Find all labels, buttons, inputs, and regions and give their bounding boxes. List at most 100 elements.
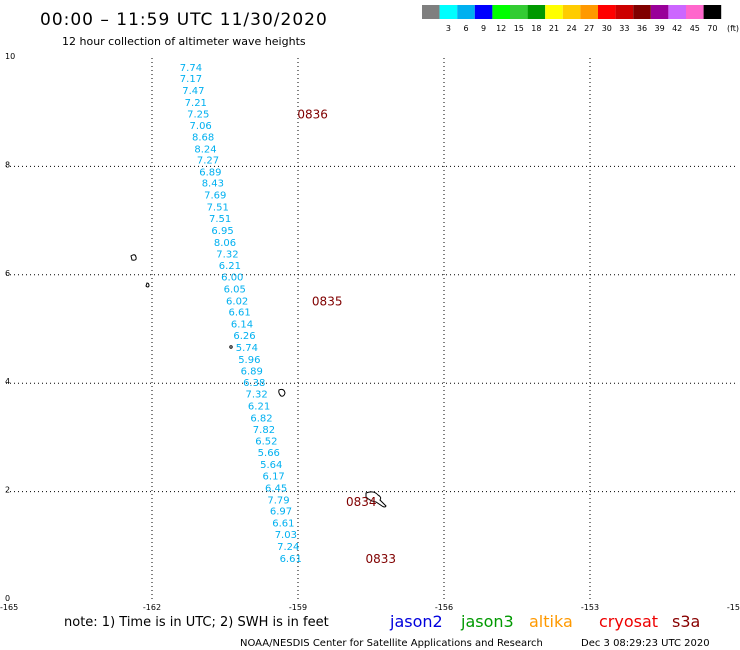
swh-point-label: 6.89	[199, 167, 221, 178]
swh-point-label: 7.03	[275, 530, 297, 541]
colorbar-swatch	[686, 5, 704, 19]
x-tick-label: -159	[289, 603, 307, 612]
colorbar-swatch	[598, 5, 616, 19]
colorbar-label: 9	[481, 24, 486, 33]
swh-point-label: 5.74	[236, 343, 258, 354]
swh-point-label: 6.05	[224, 284, 246, 295]
colorbar-label: 30	[602, 24, 612, 33]
colorbar-label: 42	[672, 24, 682, 33]
plot-grid	[6, 58, 736, 600]
swh-point-label: 8.06	[214, 238, 236, 249]
colorbar-swatch	[703, 5, 722, 19]
colorbar-swatch	[510, 5, 528, 19]
island-5	[365, 491, 387, 508]
mission-legend: jason2 jason3 altika cryosat s3a	[389, 612, 700, 631]
island-outlines	[130, 254, 387, 508]
colorbar-label: 3	[446, 24, 451, 33]
colorbar-swatch	[580, 5, 598, 19]
time-label: 0833	[365, 552, 396, 566]
swh-point-label: 7.79	[267, 495, 289, 506]
time-label: 0836	[297, 107, 328, 121]
swh-point-label: 8.24	[194, 145, 216, 156]
island-4	[278, 388, 286, 397]
mission-jason3: jason3	[460, 612, 514, 631]
swh-point-label: 7.27	[197, 155, 219, 166]
colorbar-label: 15	[514, 24, 524, 33]
swh-point-label: 7.51	[209, 214, 231, 225]
island-2	[145, 282, 150, 288]
swh-point-label: 7.06	[190, 121, 212, 132]
colorbar-label: 39	[655, 24, 665, 33]
swh-point-label: 6.21	[219, 261, 241, 272]
y-tick-label: 10	[5, 52, 15, 61]
swh-point-label: 6.45	[265, 483, 287, 494]
island-1	[130, 254, 137, 261]
y-tick-label: 6	[5, 269, 10, 278]
colorbar-label: 6	[463, 24, 468, 33]
time-labels: 0836 0835 0834 0833	[297, 107, 396, 565]
colorbar-swatch	[545, 5, 563, 19]
swh-point-label: 8.43	[202, 179, 224, 190]
swh-point-label: 6.61	[280, 554, 302, 565]
mission-jason2: jason2	[389, 612, 443, 631]
footer-credit: NOAA/NESDIS Center for Satellite Applica…	[240, 638, 543, 649]
colorbar-label: 18	[531, 24, 541, 33]
colorbar-swatch	[457, 5, 475, 19]
swh-point-label: 5.96	[238, 355, 260, 366]
colorbar-swatch	[668, 5, 686, 19]
swh-point-label: 6.21	[248, 402, 270, 413]
colorbar-swatch	[650, 5, 669, 19]
swh-point-label: 7.24	[277, 542, 299, 553]
swh-point-label: 6.14	[231, 320, 253, 331]
island-3	[229, 345, 233, 349]
x-tick-label: -165	[0, 603, 18, 612]
swh-point-label: 6.52	[255, 437, 277, 448]
colorbar-label: 27	[584, 24, 594, 33]
swh-point-label: 6.82	[250, 413, 272, 424]
swh-point-label: 6.95	[211, 226, 233, 237]
colorbar-swatch	[422, 5, 440, 19]
y-tick-label: 4	[5, 377, 10, 386]
time-label: 0834	[346, 495, 377, 509]
swh-point-label: 6.38	[243, 378, 265, 389]
swh-point-label: 7.17	[180, 74, 202, 85]
swh-values: 7.747.177.477.217.257.068.688.247.276.89…	[180, 63, 302, 565]
y-tick-label: 8	[5, 160, 10, 169]
footer-timestamp: Dec 3 08:29:23 UTC 2020	[581, 638, 710, 649]
swh-point-label: 7.74	[180, 63, 202, 74]
x-tick-label: -153	[581, 603, 599, 612]
mission-cryosat: cryosat	[599, 612, 658, 631]
footer-note: note: 1) Time is in UTC; 2) SWH is in fe…	[64, 615, 329, 630]
swh-point-label: 6.61	[272, 519, 294, 530]
axis-ticks: -165 -162 -159 -156 -153 -15 0 2 4 6 8 10	[0, 52, 740, 612]
swh-point-label: 8.68	[192, 133, 214, 144]
colorbar-legend: 3 6 9 12 15 18 21 24 27 30 33 36 39 42 45 70 (ft)	[422, 5, 739, 33]
swh-point-label: 5.66	[258, 448, 280, 459]
swh-point-label: 6.26	[233, 331, 255, 342]
swh-point-label: 7.51	[207, 203, 229, 214]
swh-point-label: 5.64	[260, 460, 282, 471]
swh-point-label: 7.32	[246, 390, 268, 401]
colorbar-swatch	[633, 5, 651, 19]
colorbar-label: 12	[496, 24, 506, 33]
swh-point-label: 6.17	[263, 471, 285, 482]
swh-point-label: 7.82	[253, 425, 275, 436]
y-tick-label: 0	[5, 594, 10, 603]
colorbar-label: 24	[567, 24, 577, 33]
chart-title: 00:00 – 11:59 UTC 11/30/2020	[40, 10, 328, 30]
colorbar-swatch	[492, 5, 510, 19]
colorbar-label: 33	[619, 24, 629, 33]
swh-point-label: 7.69	[204, 191, 226, 202]
swh-point-label: 7.21	[185, 98, 207, 109]
colorbar-swatch	[439, 5, 458, 19]
mission-s3a: s3a	[672, 612, 700, 631]
y-tick-label: 2	[5, 486, 10, 495]
swh-point-label: 6.89	[241, 366, 263, 377]
chart-subtitle: 12 hour collection of altimeter wave hei…	[62, 35, 306, 48]
swh-point-label: 6.00	[221, 273, 243, 284]
swh-point-label: 6.61	[228, 308, 250, 319]
colorbar-unit: (ft)	[727, 24, 739, 33]
swh-point-label: 7.47	[182, 86, 204, 97]
colorbar-label: 21	[549, 24, 559, 33]
